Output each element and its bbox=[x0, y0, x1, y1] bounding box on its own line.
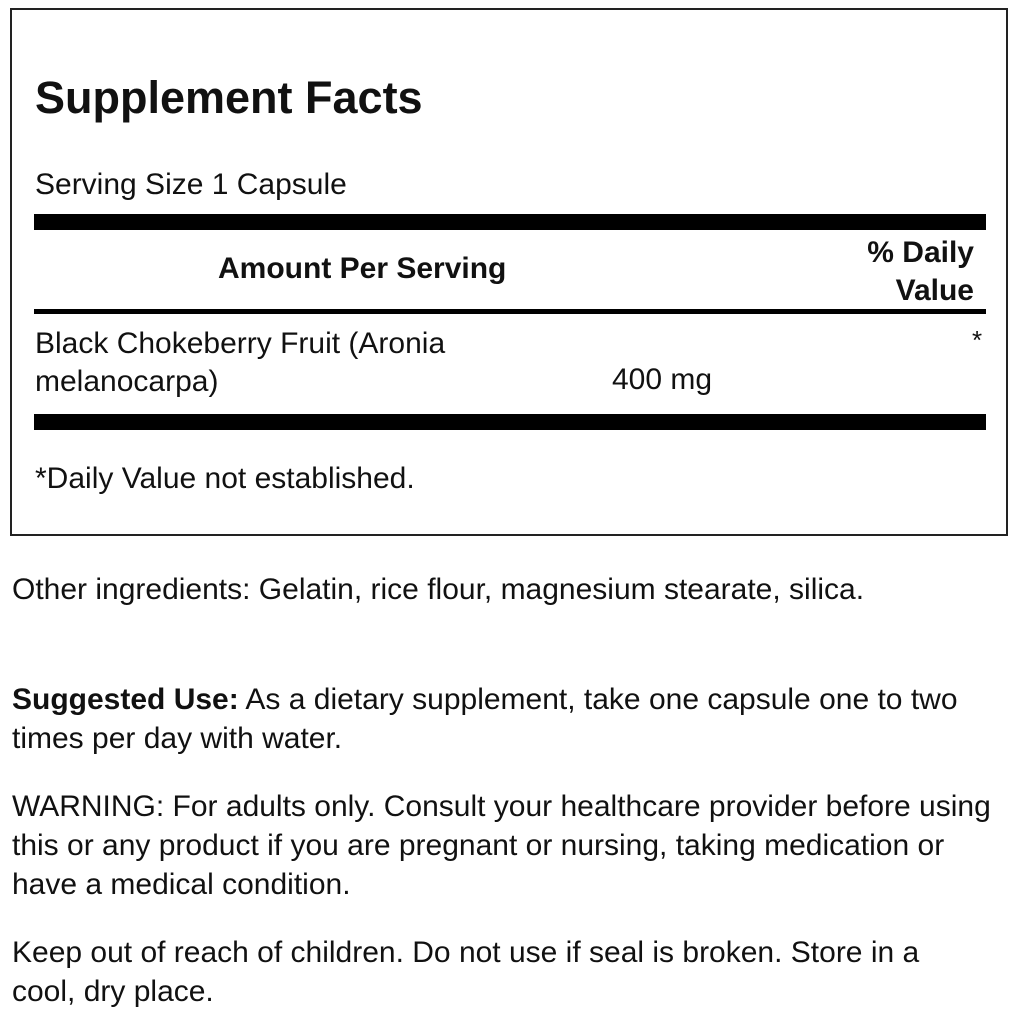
supplement-facts-panel bbox=[10, 8, 1008, 536]
footnote: *Daily Value not established. bbox=[35, 462, 415, 495]
ingredient-dv: * bbox=[972, 325, 983, 355]
divider-thick-bottom bbox=[34, 414, 986, 430]
ingredient-amount: 400 mg bbox=[612, 363, 713, 396]
divider bbox=[34, 309, 986, 314]
suggested-use: Suggested Use: As a dietary supplement, … bbox=[12, 680, 972, 758]
suggested-use-label: Suggested Use: bbox=[12, 683, 239, 716]
warning: WARNING: For adults only. Consult your h… bbox=[12, 790, 991, 901]
panel-title: Supplement Facts bbox=[35, 72, 423, 123]
amount-header: Amount Per Serving bbox=[218, 252, 507, 285]
serving-size: Serving Size 1 Capsule bbox=[35, 168, 347, 201]
dv-line2: Value bbox=[895, 274, 974, 307]
other-ingredients: Other ingredients: Gelatin, rice flour, … bbox=[12, 573, 865, 606]
divider-thick bbox=[34, 214, 986, 230]
ingredient-name: Black Chokeberry Fruit (Aronia melanocarp… bbox=[35, 325, 445, 401]
suggested-use-text: As a dietary supplement, take one capsul… bbox=[12, 683, 958, 755]
ingredient-line1: Black Chokeberry Fruit (Aronia bbox=[35, 327, 446, 360]
daily-value-header: % Daily Value bbox=[867, 234, 974, 310]
ingredient-line2: melanocarpa) bbox=[35, 365, 219, 398]
storage: Keep out of reach of children. Do not us… bbox=[12, 936, 920, 1008]
dv-line1: % Daily bbox=[867, 236, 974, 269]
